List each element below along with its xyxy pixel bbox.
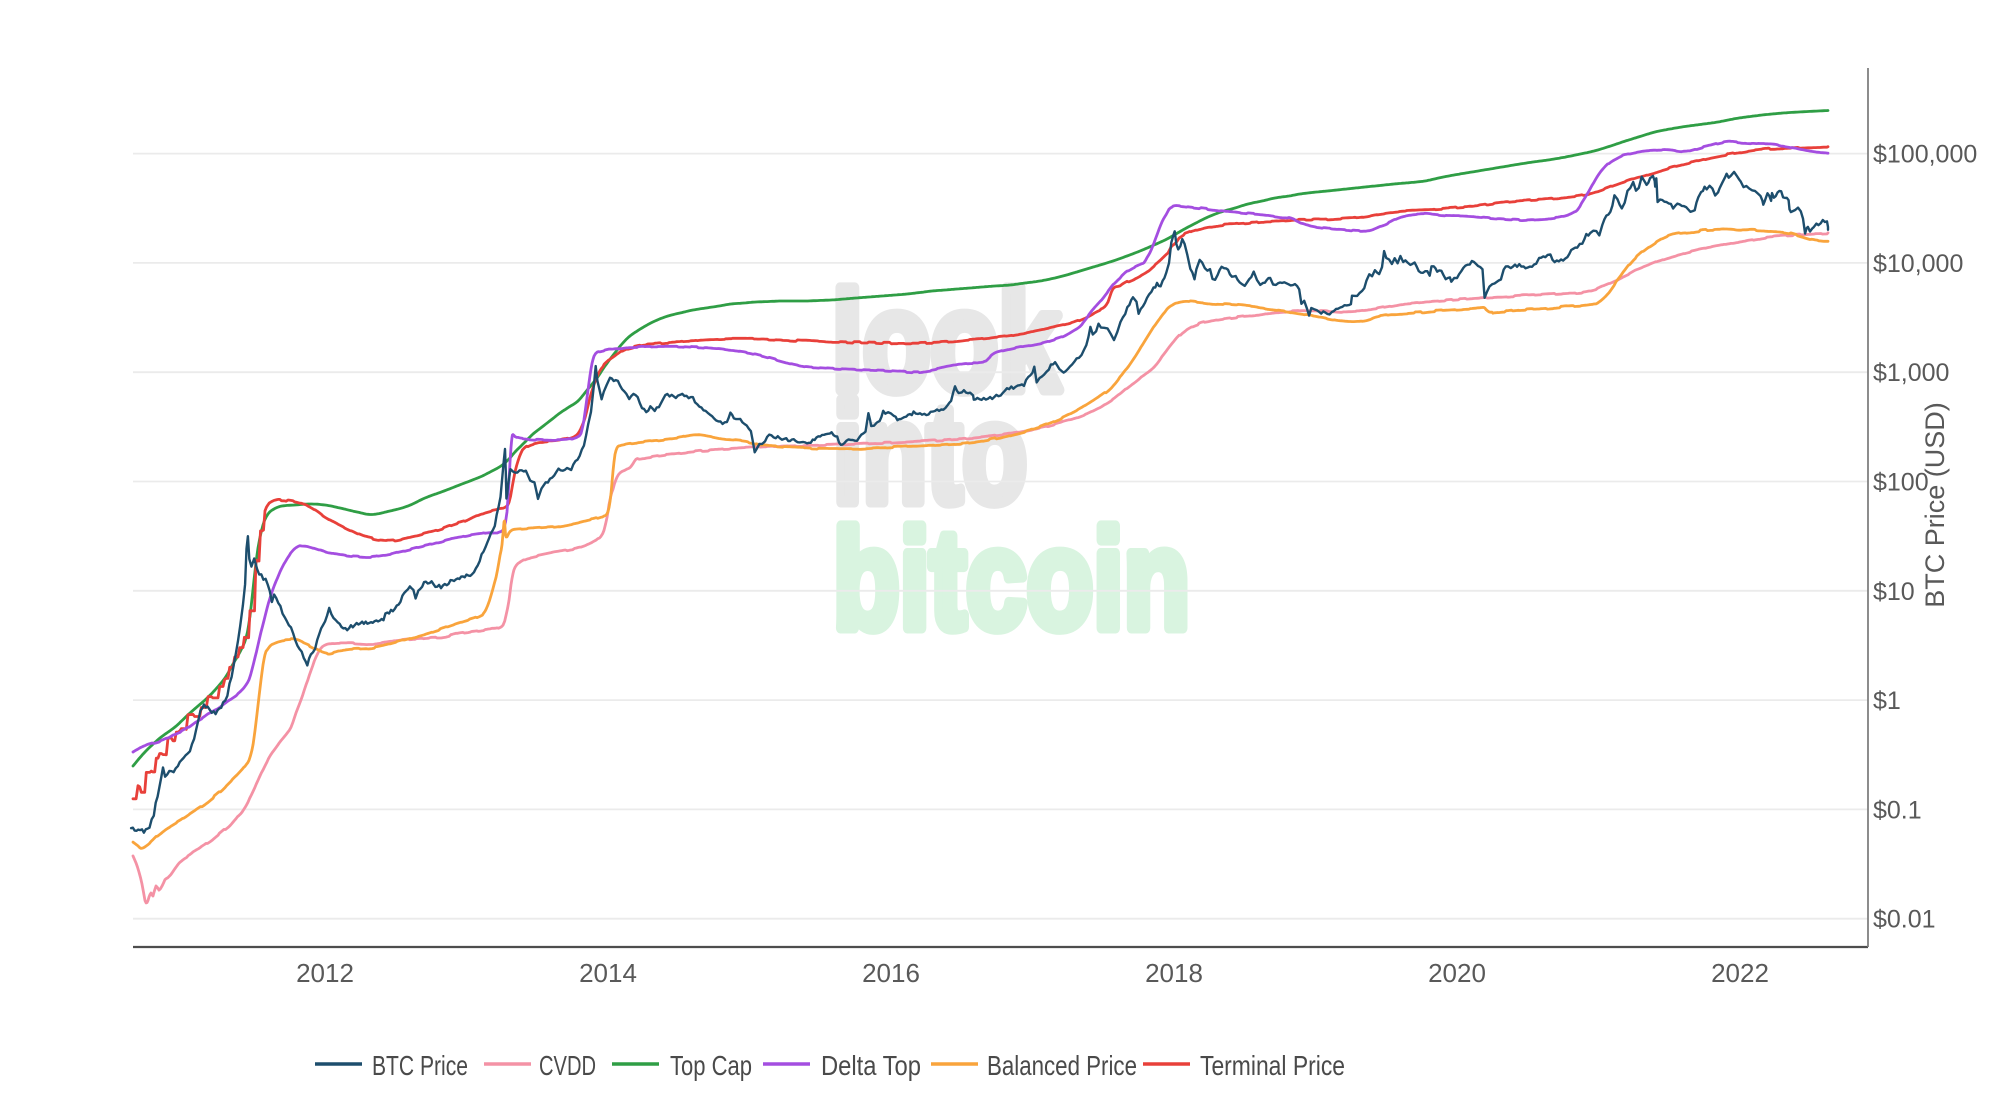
svg-text:CVDD: CVDD	[539, 1050, 596, 1081]
svg-text:BTC Price (USD): BTC Price (USD)	[1920, 402, 1950, 608]
svg-text:2022: 2022	[1711, 958, 1769, 988]
svg-text:$100,000: $100,000	[1873, 141, 1977, 169]
svg-text:Terminal Price: Terminal Price	[1200, 1050, 1345, 1081]
svg-text:2018: 2018	[1145, 958, 1203, 988]
svg-text:$0.01: $0.01	[1873, 906, 1936, 934]
svg-text:$1: $1	[1873, 687, 1901, 715]
svg-text:$10,000: $10,000	[1873, 250, 1963, 278]
svg-text:$100: $100	[1873, 469, 1929, 497]
svg-text:2014: 2014	[579, 958, 637, 988]
svg-text:2020: 2020	[1428, 958, 1486, 988]
svg-text:2012: 2012	[296, 958, 354, 988]
svg-text:bitcoin: bitcoin	[833, 500, 1190, 658]
svg-text:BTC Price: BTC Price	[372, 1050, 468, 1081]
svg-text:Delta Top: Delta Top	[821, 1050, 921, 1081]
svg-text:$0.1: $0.1	[1873, 796, 1922, 824]
svg-text:Balanced Price: Balanced Price	[987, 1050, 1137, 1081]
svg-text:$10: $10	[1873, 578, 1915, 606]
svg-text:into: into	[833, 374, 1027, 532]
svg-text:$1,000: $1,000	[1873, 359, 1949, 387]
svg-text:2016: 2016	[862, 958, 920, 988]
svg-text:Top Cap: Top Cap	[670, 1050, 752, 1081]
